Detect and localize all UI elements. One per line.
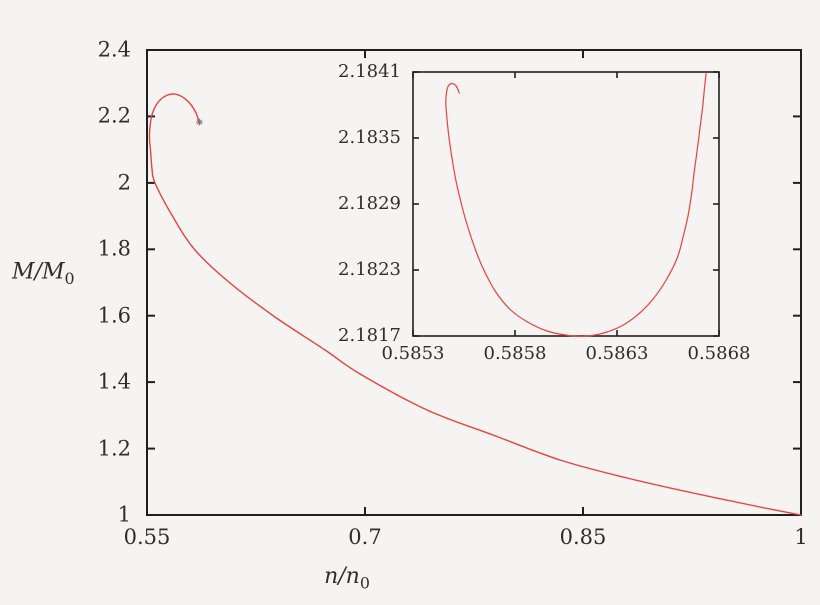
inset-x-tick-label: 0.5863 [585, 343, 649, 364]
main-y-tick-label: 1.8 [97, 236, 131, 261]
main-x-tick-label: 0.55 [123, 525, 171, 549]
inset-x-tick-label: 0.5858 [483, 343, 547, 364]
main-y-tick-label: 1.4 [97, 369, 131, 394]
x-axis-label-subscript: 0 [359, 573, 370, 593]
inset-y-tick-label: 2.1823 [338, 259, 401, 280]
x-axis-label-text: n/n [324, 564, 360, 589]
main-y-tick-label: 2.4 [97, 37, 131, 62]
main-x-tick-label: 0.85 [559, 525, 607, 549]
main-y-tick-label: 2.2 [97, 103, 131, 128]
main-x-tick-label: 0.7 [348, 525, 382, 549]
main-y-tick-label: 1 [117, 502, 131, 527]
main-axis-ticks [146, 49, 802, 516]
main-y-tick-label: 1.2 [97, 436, 131, 461]
mass-vs-density-curve-zoom [445, 72, 707, 337]
mass-vs-density-curve [148, 93, 802, 516]
main-plot-frame [146, 49, 802, 516]
inset-y-tick-label: 2.1835 [338, 127, 401, 148]
inset-x-tick-label: 0.5868 [687, 343, 751, 364]
inset-y-tick-label: 2.1841 [338, 61, 401, 82]
x-axis-label: n/n0 [324, 566, 370, 591]
inset-y-tick-label: 2.1829 [338, 193, 401, 214]
inset-plot-frame [412, 71, 720, 337]
inset-x-tick-label: 0.5853 [381, 343, 445, 364]
main-y-tick-label: 2 [117, 170, 131, 195]
y-axis-label-subscript: 0 [64, 268, 75, 288]
main-y-tick-label: 1.6 [97, 303, 131, 328]
inset-axis-ticks [412, 71, 720, 337]
y-axis-label: M/M0 [12, 261, 75, 286]
main-x-tick-label: 1 [794, 525, 808, 549]
y-axis-label-text: M/M [12, 259, 65, 285]
curve-endpoint-marker [196, 118, 203, 126]
inset-y-tick-label: 2.1817 [338, 325, 401, 346]
